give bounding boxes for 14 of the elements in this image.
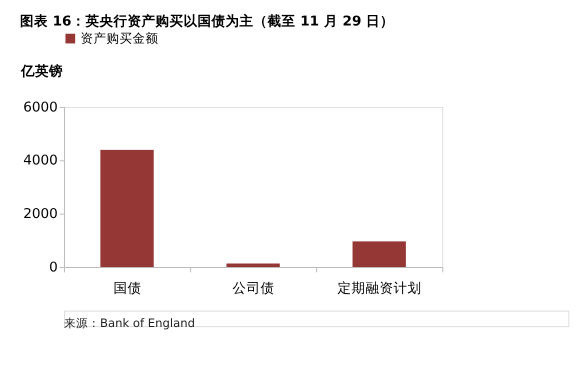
bar — [352, 241, 406, 267]
bar — [100, 150, 154, 267]
x-tick-label: 公司债 — [232, 280, 275, 297]
x-tick-label: 国债 — [114, 280, 142, 297]
legend-label: 资产购买金额 — [80, 30, 158, 46]
chart-title: 图表 16：英央行资产购买以国债为主（截至 11 月 29 日） — [20, 12, 394, 30]
y-tick-label: 2000 — [23, 206, 58, 222]
y-tick-label: 6000 — [23, 99, 58, 116]
y-tick-label: 4000 — [23, 152, 58, 169]
bar — [226, 264, 280, 267]
y-axis-title: 亿英镑 — [20, 62, 63, 80]
y-tick-label: 0 — [49, 259, 58, 276]
source-note: 来源：Bank of England — [64, 316, 196, 330]
x-tick-label: 定期融资计划 — [338, 280, 422, 297]
